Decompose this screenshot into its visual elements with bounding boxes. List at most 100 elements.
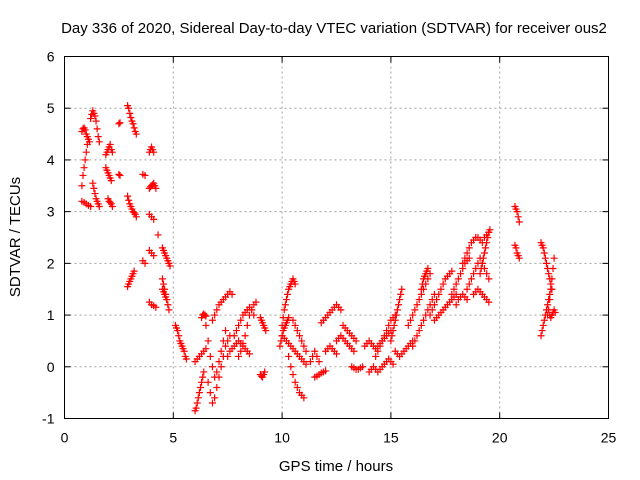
data-point [392,311,400,319]
data-point [160,280,168,288]
data-point [409,311,417,319]
data-point [415,327,423,335]
data-point [457,270,465,278]
data-point [395,301,403,309]
data-point [293,327,301,335]
data-point [454,275,462,283]
data-point [215,373,223,381]
data-point [413,332,421,340]
series-arc-35 [256,368,269,381]
x-tick-label: 25 [601,430,617,446]
data-point [383,327,391,335]
data-point [411,337,419,345]
data-point [94,133,102,141]
data-point [393,306,401,314]
data-point [467,275,475,283]
data-point [515,254,523,262]
y-tick-label: -1 [42,411,55,427]
series-arc-57 [426,267,456,319]
data-point [470,270,478,278]
series-arc-30 [204,332,234,407]
data-point [81,156,89,164]
data-point [289,316,297,324]
y-tick-label: 4 [47,152,55,168]
data-point [194,394,202,402]
data-point [276,342,284,350]
series-arc-11 [124,102,140,138]
data-point [78,182,86,190]
data-point [201,311,209,319]
series-arc-39 [278,332,310,368]
data-point [439,280,447,288]
data-point [206,389,214,397]
data-point [235,352,243,360]
data-point [289,371,297,379]
data-point [141,259,149,267]
series-arc-33 [230,303,258,340]
data-point [202,312,210,320]
data-point [465,244,473,252]
data-point [387,337,395,345]
data-point [198,378,206,386]
x-tick-label: 15 [383,430,399,446]
data-point [237,316,245,324]
y-axis-label: SDTVAR / TECUs [7,177,24,297]
data-point [463,249,471,257]
data-point [485,298,493,306]
data-point [106,198,114,206]
series-arc-36 [256,314,270,335]
data-point [174,327,182,335]
data-point [211,394,219,402]
data-point [418,280,426,288]
data-point [465,280,473,288]
data-point [284,290,292,298]
data-point [448,290,456,298]
series-arc-40 [285,352,308,402]
data-point [213,368,221,376]
data-point [163,296,171,304]
data-point [217,347,225,355]
data-point [192,404,200,412]
data-point [547,285,555,293]
data-point [132,213,140,221]
data-point [107,177,115,185]
data-point [150,252,158,260]
data-point [315,358,323,366]
data-point [549,265,557,273]
data-point [424,265,432,273]
series-arc-56 [417,265,432,293]
data-point [202,321,210,329]
data-point [150,148,158,156]
series-arc-27 [191,345,210,366]
data-point [193,399,201,407]
data-point [206,352,214,360]
series-arc-65 [511,202,523,226]
data-point [199,373,207,381]
data-point [313,352,321,360]
data-point [152,303,160,311]
series-arc-08 [104,195,116,210]
data-point [154,231,162,239]
x-tick-label: 20 [492,430,508,446]
series-arc-46 [333,332,358,355]
series-arc-07 [102,164,115,185]
data-point [282,296,290,304]
data-point [435,290,443,298]
data-point [537,332,545,340]
data-point [126,109,134,117]
data-point [93,125,101,133]
data-point [197,383,204,391]
data-point [359,363,367,371]
data-point [130,124,138,132]
data-point [245,311,253,319]
data-point [300,394,308,402]
data-point [551,308,559,316]
data-point [463,285,471,293]
series-arc-09 [115,119,124,128]
data-point [92,117,100,125]
data-point [391,316,399,324]
data-point [125,104,133,112]
plot-frame [64,56,609,419]
data-point [397,290,405,298]
data-point [372,352,380,360]
